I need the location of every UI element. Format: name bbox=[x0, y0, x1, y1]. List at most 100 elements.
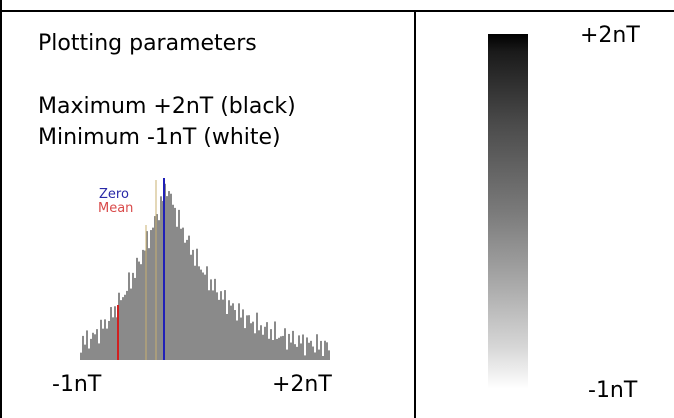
histogram-bar bbox=[208, 290, 210, 360]
histogram-bar bbox=[328, 350, 330, 360]
histogram-bar bbox=[270, 329, 272, 360]
histogram-bar bbox=[190, 254, 192, 360]
histogram-bar bbox=[148, 248, 150, 360]
histogram-bar bbox=[294, 344, 296, 360]
histogram-bar bbox=[188, 235, 190, 360]
left-border bbox=[0, 0, 2, 418]
middle-divider bbox=[414, 10, 416, 418]
histogram-bar bbox=[86, 330, 88, 360]
histogram-bar bbox=[82, 335, 84, 360]
histogram-bar bbox=[304, 355, 306, 360]
zero-label: Zero bbox=[99, 187, 129, 202]
histogram-bar bbox=[260, 325, 262, 360]
histogram-bar bbox=[256, 312, 258, 360]
histogram-bar bbox=[170, 193, 172, 360]
histogram-bar bbox=[244, 328, 246, 360]
histogram-bar bbox=[284, 328, 286, 360]
histogram-bar bbox=[212, 290, 214, 360]
histogram-bar bbox=[172, 204, 174, 360]
histogram-bar bbox=[222, 299, 224, 360]
histogram-bar bbox=[268, 338, 270, 360]
histogram-bar bbox=[240, 317, 242, 360]
histogram-bar bbox=[160, 196, 162, 360]
histogram-bar bbox=[292, 330, 294, 360]
histogram-bar bbox=[128, 272, 130, 360]
scale-min-label: -1nT bbox=[588, 378, 638, 403]
histogram-bar bbox=[92, 332, 94, 360]
histogram-bar bbox=[290, 342, 292, 360]
histogram-bar bbox=[306, 337, 308, 360]
histogram-bar bbox=[156, 214, 158, 360]
histogram-bar bbox=[130, 288, 132, 360]
histogram-bar bbox=[282, 335, 284, 360]
histogram-bar bbox=[158, 220, 160, 360]
histogram-bar bbox=[102, 328, 104, 360]
histogram-bar bbox=[94, 334, 96, 360]
plotting-parameters-title: Plotting parameters bbox=[38, 31, 257, 56]
histogram-bar bbox=[272, 340, 274, 360]
histogram-bar bbox=[198, 266, 200, 360]
histogram-bar bbox=[192, 249, 194, 360]
histogram-bar bbox=[210, 279, 212, 360]
histogram-bar bbox=[252, 321, 254, 360]
histogram-bar bbox=[104, 319, 106, 360]
histogram-bar bbox=[234, 310, 236, 360]
histogram-bar bbox=[98, 343, 100, 360]
histogram-bar bbox=[138, 261, 140, 360]
histogram-min-label: -1nT bbox=[52, 372, 102, 397]
histogram-bar bbox=[314, 352, 316, 360]
histogram-bar bbox=[224, 290, 226, 360]
histogram-bar bbox=[176, 226, 178, 360]
histogram-bar bbox=[142, 249, 144, 360]
histogram-bar bbox=[254, 333, 256, 360]
histogram-bar bbox=[196, 248, 198, 360]
histogram-bar bbox=[248, 315, 250, 360]
histogram-bar bbox=[166, 196, 168, 360]
histogram-bar bbox=[122, 297, 124, 360]
top-divider bbox=[0, 10, 674, 12]
maximum-setting: Maximum +2nT (black) bbox=[38, 94, 296, 119]
histogram-bar bbox=[318, 349, 320, 360]
histogram-bar bbox=[90, 338, 92, 360]
histogram-bar bbox=[276, 338, 278, 360]
histogram-bar bbox=[232, 303, 234, 360]
histogram-bar bbox=[184, 242, 186, 360]
histogram-bar bbox=[106, 328, 108, 360]
histogram-bar bbox=[168, 191, 170, 360]
histogram-bar bbox=[154, 216, 156, 360]
histogram-bar bbox=[286, 349, 288, 360]
histogram-bar bbox=[216, 292, 218, 360]
histogram-bar bbox=[246, 315, 248, 360]
histogram-bar bbox=[236, 320, 238, 360]
grayscale-bar bbox=[488, 34, 528, 389]
histogram-bar bbox=[274, 321, 276, 360]
histogram-bar bbox=[280, 336, 282, 360]
histogram-bar bbox=[182, 227, 184, 360]
histogram-bar bbox=[108, 320, 110, 360]
histogram-bar bbox=[126, 290, 128, 360]
histogram-bar bbox=[228, 300, 230, 360]
histogram-bar bbox=[312, 346, 314, 360]
histogram-bar bbox=[146, 231, 148, 360]
histogram-bar bbox=[178, 209, 180, 360]
histogram-bar bbox=[326, 342, 328, 360]
minimum-setting: Minimum -1nT (white) bbox=[38, 125, 281, 150]
histogram-bar bbox=[204, 274, 206, 360]
histogram-bar bbox=[258, 330, 260, 360]
histogram-bar bbox=[308, 342, 310, 360]
histogram-bar bbox=[88, 348, 90, 360]
histogram-bar bbox=[242, 309, 244, 360]
histogram-bar bbox=[174, 207, 176, 360]
histogram-bar bbox=[124, 294, 126, 360]
histogram-bar bbox=[266, 322, 268, 360]
histogram-bar bbox=[320, 340, 322, 360]
histogram-bar bbox=[300, 343, 302, 360]
histogram-bar bbox=[238, 303, 240, 360]
histogram-max-label: +2nT bbox=[272, 372, 332, 397]
histogram-bar bbox=[120, 300, 122, 360]
histogram-bar bbox=[324, 340, 326, 360]
histogram-bar bbox=[316, 334, 318, 360]
histogram-bar bbox=[84, 344, 86, 360]
histogram-bar bbox=[186, 239, 188, 360]
histogram-bar bbox=[218, 299, 220, 360]
